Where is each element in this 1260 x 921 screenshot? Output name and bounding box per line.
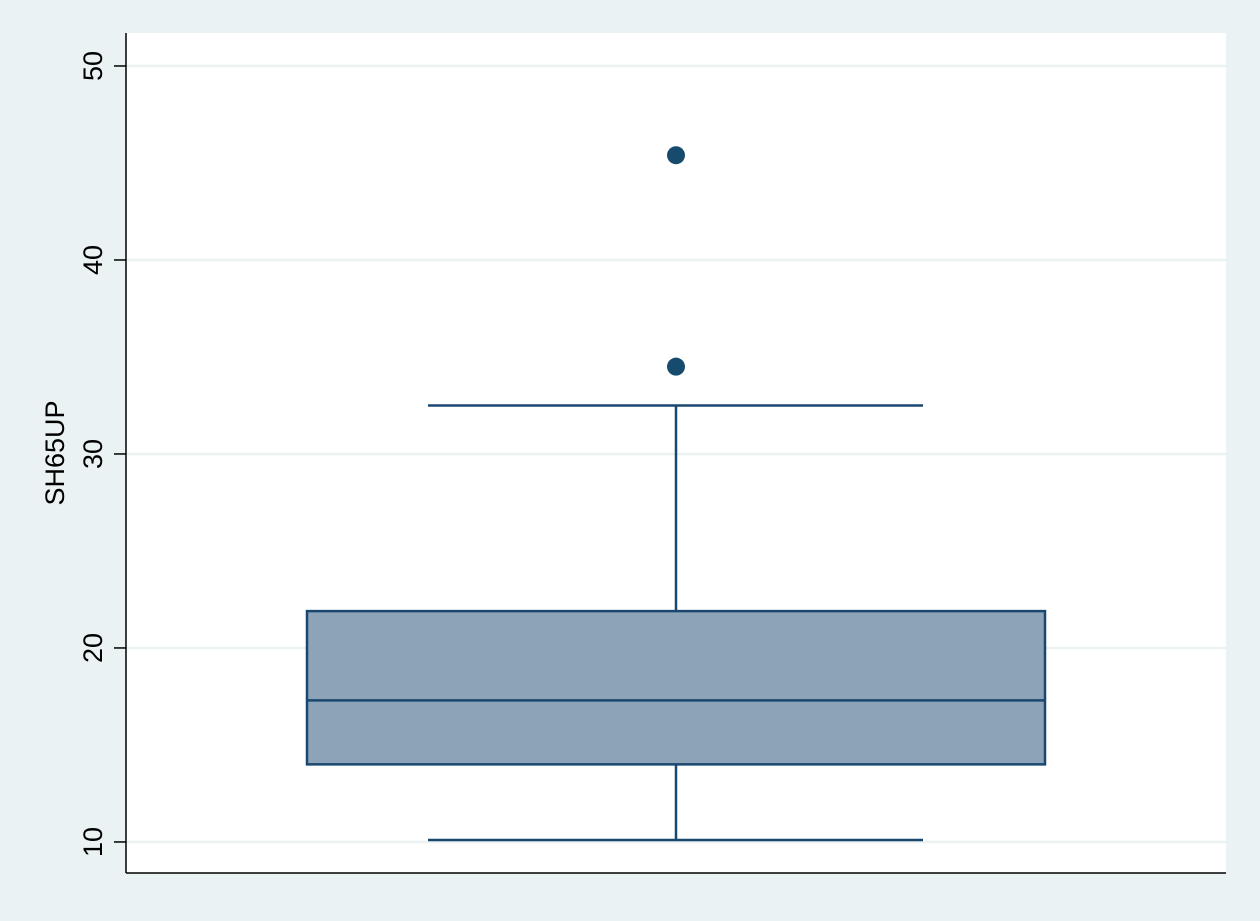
y-axis: 10 20 30 40 50 xyxy=(78,33,1226,874)
y-tick-label-20: 20 xyxy=(78,633,108,663)
y-tick-label-40: 40 xyxy=(78,245,108,275)
box-plot xyxy=(305,146,1047,842)
outlier-point-1 xyxy=(667,357,685,376)
y-axis-label: SH65UP xyxy=(40,400,70,505)
y-tick-label-50: 50 xyxy=(78,51,108,81)
interquartile-box xyxy=(305,609,1047,766)
y-tick-label-10: 10 xyxy=(78,827,108,857)
outlier-point-2 xyxy=(667,146,685,165)
y-tick-label-30: 30 xyxy=(78,439,108,469)
